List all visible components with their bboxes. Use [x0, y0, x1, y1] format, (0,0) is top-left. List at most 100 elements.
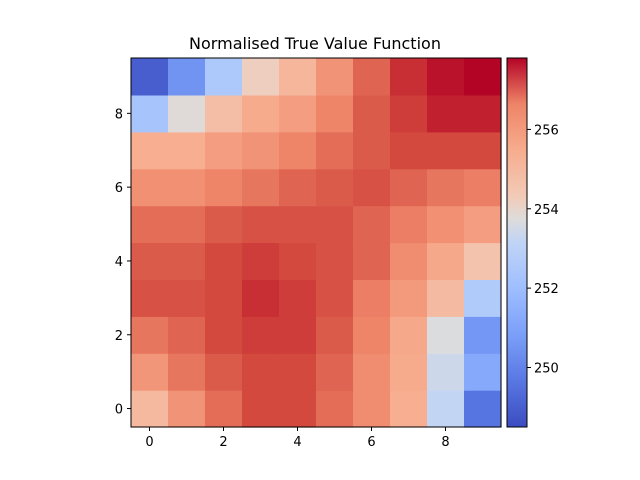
heatmap-cell-4-3 [242, 242, 280, 280]
heatmap-cell-3-0 [131, 279, 169, 317]
heatmap-cell-4-0 [131, 242, 169, 280]
heatmap-cell-5-9 [464, 205, 502, 244]
x-tick-label: 8 [441, 435, 449, 450]
heatmap-cell-2-1 [168, 316, 206, 354]
heatmap-cell-8-7 [390, 94, 428, 133]
heatmap-cell-9-7 [390, 58, 428, 96]
heatmap-cell-0-0 [131, 390, 169, 428]
heatmap-cell-0-9 [464, 390, 502, 428]
heatmap-cell-4-9 [464, 242, 502, 280]
x-tick-label: 6 [367, 435, 375, 450]
heatmap-cell-1-5 [316, 353, 354, 391]
heatmap-cell-6-7 [390, 168, 428, 207]
x-tick-label: 4 [293, 435, 301, 450]
y-tick-label: 0 [115, 403, 123, 418]
heatmap-cell-1-8 [427, 353, 465, 391]
heatmap-cell-7-2 [205, 131, 243, 170]
heatmap-cell-2-4 [279, 316, 317, 354]
heatmap-cell-8-3 [242, 94, 280, 133]
heatmap-cell-6-6 [353, 168, 391, 207]
heatmap-cell-5-5 [316, 205, 354, 244]
heatmap-cell-3-7 [390, 279, 428, 317]
heatmap-cell-1-4 [279, 353, 317, 391]
heatmap-cell-8-1 [168, 94, 206, 133]
heatmap-cell-2-2 [205, 316, 243, 354]
heatmap-cell-3-9 [464, 279, 502, 317]
heatmap-cell-7-1 [168, 131, 206, 170]
colorbar-tick-label: 254 [534, 203, 559, 218]
heatmap-cell-3-4 [279, 279, 317, 317]
colorbar-tick-label: 250 [534, 361, 559, 376]
heatmap-cell-7-9 [464, 131, 502, 170]
heatmap-cell-4-7 [390, 242, 428, 280]
heatmap-cell-1-6 [353, 353, 391, 391]
heatmap-cell-1-7 [390, 353, 428, 391]
heatmap-cell-9-4 [279, 58, 317, 96]
heatmap-cell-1-2 [205, 353, 243, 391]
heatmap-cell-4-4 [279, 242, 317, 280]
heatmap-cell-6-4 [279, 168, 317, 207]
heatmap-cell-9-6 [353, 58, 391, 96]
heatmap-cell-2-9 [464, 316, 502, 354]
heatmap-cell-4-1 [168, 242, 206, 280]
colorbar-axis: 250 252 254 256 [527, 123, 559, 376]
heatmap-cell-3-1 [168, 279, 206, 317]
heatmap-cell-5-0 [131, 205, 169, 244]
heatmap-cell-6-2 [205, 168, 243, 207]
chart-title: Normalised True Value Function [189, 34, 441, 53]
heatmap-cell-7-0 [131, 131, 169, 170]
heatmap-cell-1-9 [464, 353, 502, 391]
heatmap-cell-8-5 [316, 94, 354, 133]
heatmap-cell-0-6 [353, 390, 391, 428]
colorbar-tick-label: 256 [534, 123, 559, 138]
heatmap-cell-1-0 [131, 353, 169, 391]
heatmap-cell-6-9 [464, 168, 502, 207]
heatmap-cell-1-3 [242, 353, 280, 391]
heatmap-cell-5-2 [205, 205, 243, 244]
x-tick-label: 2 [219, 435, 227, 450]
heatmap-cell-6-5 [316, 168, 354, 207]
heatmap-cell-2-8 [427, 316, 465, 354]
x-axis: 0 2 4 6 8 [145, 427, 450, 450]
heatmap-cell-8-6 [353, 94, 391, 133]
heatmap-cells [131, 58, 502, 428]
heatmap-cell-8-8 [427, 94, 465, 133]
heatmap-cell-7-5 [316, 131, 354, 170]
heatmap-cell-0-3 [242, 390, 280, 428]
heatmap-cell-3-8 [427, 279, 465, 317]
heatmap-cell-2-0 [131, 316, 169, 354]
heatmap-cell-7-7 [390, 131, 428, 170]
heatmap-cell-5-8 [427, 205, 465, 244]
heatmap-cell-8-4 [279, 94, 317, 133]
heatmap-cell-8-9 [464, 94, 502, 133]
heatmap-cell-9-0 [131, 58, 169, 96]
heatmap-cell-9-9 [464, 58, 502, 96]
y-axis: 0 2 4 6 8 [115, 107, 131, 418]
heatmap-cell-5-1 [168, 205, 206, 244]
heatmap-cell-9-5 [316, 58, 354, 96]
heatmap-cell-7-4 [279, 131, 317, 170]
heatmap-cell-0-4 [279, 390, 317, 428]
heatmap-cell-7-3 [242, 131, 280, 170]
heatmap-cell-4-6 [353, 242, 391, 280]
heatmap-cell-3-2 [205, 279, 243, 317]
heatmap-cell-8-0 [131, 94, 169, 133]
plot-frame [130, 57, 502, 428]
x-tick-label: 0 [145, 435, 153, 450]
heatmap-cell-3-3 [242, 279, 280, 317]
heatmap-cell-5-3 [242, 205, 280, 244]
heatmap-cell-2-5 [316, 316, 354, 354]
heatmap-cell-4-2 [205, 242, 243, 280]
y-tick-label: 6 [115, 181, 123, 196]
heatmap-cell-5-6 [353, 205, 391, 244]
heatmap-cell-0-1 [168, 390, 206, 428]
heatmap-cell-1-1 [168, 353, 206, 391]
colorbar-tick-label: 252 [534, 282, 559, 297]
heatmap-cell-7-6 [353, 131, 391, 170]
y-tick-label: 2 [115, 329, 123, 344]
heatmap-cell-9-2 [205, 58, 243, 96]
heatmap-cell-2-7 [390, 316, 428, 354]
colorbar [506, 57, 528, 428]
heatmap-cell-3-5 [316, 279, 354, 317]
heatmap-cell-4-8 [427, 242, 465, 280]
